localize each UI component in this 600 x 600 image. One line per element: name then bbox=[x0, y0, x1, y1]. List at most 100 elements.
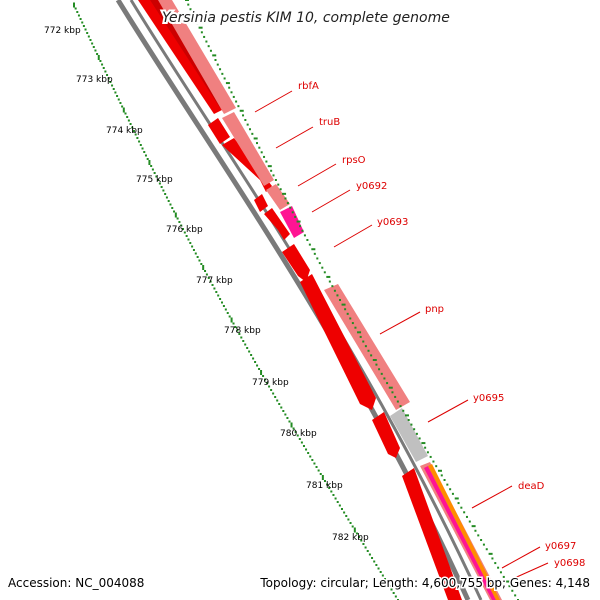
gene-label: y0693 bbox=[377, 217, 408, 228]
outer-tick bbox=[359, 335, 362, 338]
outer-tick bbox=[331, 285, 334, 288]
ruler-dot bbox=[160, 186, 163, 188]
ruler-dot bbox=[182, 228, 185, 230]
ruler-dot bbox=[254, 361, 257, 363]
ruler-dot bbox=[153, 172, 156, 174]
ruler-dot bbox=[338, 504, 341, 507]
ruler-dot bbox=[336, 501, 339, 503]
ruler-dot bbox=[373, 560, 376, 563]
outer-tick bbox=[485, 548, 488, 551]
outer-tick bbox=[505, 580, 510, 583]
accession-text: Accession: NC_004088 bbox=[8, 576, 144, 590]
outer-tick bbox=[299, 225, 302, 228]
outer-tick bbox=[502, 575, 505, 578]
ruler-dot bbox=[282, 410, 285, 412]
outer-tick bbox=[301, 229, 304, 232]
ruler-dot bbox=[211, 284, 214, 286]
outer-tick bbox=[463, 511, 466, 514]
ruler-dot bbox=[213, 287, 216, 290]
ruler-dot bbox=[234, 326, 237, 328]
outer-tick bbox=[443, 479, 446, 481]
ruler-dot bbox=[87, 35, 90, 38]
ruler-dot bbox=[183, 231, 186, 234]
ruler-dot bbox=[89, 39, 92, 41]
gene-label: pnp bbox=[425, 304, 444, 315]
ruler-dot bbox=[296, 434, 299, 437]
ruler-dot bbox=[148, 160, 151, 165]
ruler-dot bbox=[187, 238, 190, 241]
ruler-dot bbox=[242, 340, 245, 342]
ruler-dot bbox=[77, 14, 80, 17]
ruler-dot bbox=[305, 448, 308, 451]
outer-tick bbox=[426, 451, 429, 454]
ruler-dot bbox=[217, 294, 220, 297]
outer-tick bbox=[265, 160, 268, 163]
outer-tick bbox=[380, 372, 383, 375]
ruler-dot bbox=[169, 203, 172, 206]
ruler-dot bbox=[288, 420, 291, 423]
ruler-dot bbox=[192, 249, 195, 251]
ruler-dot bbox=[224, 308, 227, 311]
outer-tick bbox=[225, 82, 230, 85]
gene-block bbox=[222, 112, 274, 186]
gene-label: rbfA bbox=[298, 81, 319, 92]
ruler-dot bbox=[244, 343, 247, 346]
ruler-dot bbox=[276, 399, 279, 402]
ruler-dot bbox=[136, 137, 139, 139]
tick-label: 773 kbp bbox=[76, 75, 113, 85]
ruler-dot bbox=[150, 165, 153, 167]
ruler-dot bbox=[121, 105, 124, 108]
ruler-dot bbox=[323, 480, 326, 482]
outer-tick bbox=[410, 423, 413, 426]
genome-title: Yersinia pestis KIM 10, complete genome bbox=[162, 10, 450, 26]
outer-tick bbox=[383, 377, 386, 380]
ruler-dot bbox=[258, 368, 261, 370]
ruler-dot bbox=[394, 595, 397, 598]
outer-tick bbox=[200, 31, 203, 34]
ruler-dot bbox=[364, 546, 367, 549]
outer-tick bbox=[279, 188, 282, 191]
ruler-dot bbox=[171, 207, 174, 209]
outer-tick bbox=[255, 142, 258, 145]
tick-ruler bbox=[73, 2, 399, 600]
ruler-dot bbox=[390, 588, 393, 591]
ruler-dot bbox=[386, 580, 389, 585]
cds-block bbox=[402, 468, 462, 600]
ruler-dot bbox=[94, 49, 97, 52]
tick-label: 779 kbp bbox=[252, 378, 289, 388]
ruler-dot bbox=[266, 382, 269, 384]
ruler-dot bbox=[232, 322, 235, 325]
outer-tick bbox=[378, 368, 381, 371]
ruler-dot bbox=[158, 182, 161, 185]
outer-tick bbox=[351, 322, 354, 325]
ruler-dot bbox=[326, 483, 329, 486]
ruler-dot bbox=[317, 469, 320, 472]
ruler-dot bbox=[79, 18, 82, 20]
outer-tick bbox=[494, 562, 497, 565]
ruler-dot bbox=[355, 532, 358, 535]
outer-tick bbox=[328, 280, 331, 283]
ruler-dot bbox=[321, 475, 324, 480]
ruler-dot bbox=[292, 427, 295, 430]
ruler-dot bbox=[102, 67, 105, 69]
ruler-dot bbox=[196, 256, 199, 258]
outer-tick bbox=[402, 409, 405, 412]
ruler-dot bbox=[381, 574, 384, 577]
ruler-dot bbox=[176, 217, 179, 220]
outer-tick bbox=[454, 497, 459, 500]
outer-tick bbox=[367, 349, 370, 352]
outer-tick bbox=[196, 22, 199, 25]
outer-tick bbox=[468, 520, 471, 523]
ruler-dot bbox=[106, 74, 109, 76]
ruler-dot bbox=[384, 578, 387, 580]
ruler-dot bbox=[256, 364, 259, 367]
ruler-dot bbox=[340, 508, 343, 510]
ruler-dot bbox=[260, 370, 263, 375]
outer-tick bbox=[424, 446, 427, 449]
outer-tick bbox=[207, 45, 210, 48]
cds-block bbox=[300, 274, 376, 410]
outer-tick bbox=[306, 239, 309, 241]
ruler-dot bbox=[250, 354, 253, 356]
outer-tick bbox=[449, 488, 452, 491]
